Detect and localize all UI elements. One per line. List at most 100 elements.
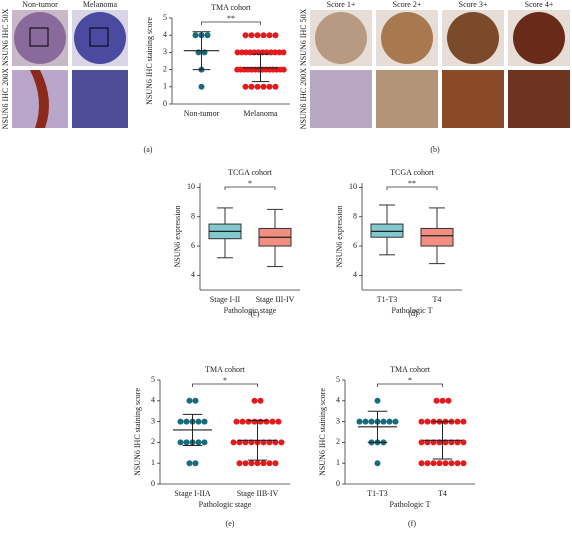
y-tick-label: 4 xyxy=(353,270,357,279)
data-point xyxy=(275,418,282,425)
y-tick-label: 4 xyxy=(336,396,340,405)
data-point xyxy=(248,32,255,39)
data-point xyxy=(362,418,369,425)
y-tick-label: 10 xyxy=(187,182,195,191)
y-tick-label: 6 xyxy=(353,241,357,250)
data-point xyxy=(374,460,381,467)
error-bar xyxy=(182,413,203,447)
data-point xyxy=(177,439,184,446)
y-tick-label: 5 xyxy=(336,375,340,384)
y-tick-label: 2 xyxy=(163,64,167,73)
data-point xyxy=(204,32,211,39)
x-tick-label: Stage III-IV xyxy=(256,295,295,304)
data-point xyxy=(254,32,261,39)
ihc-images-a xyxy=(12,10,128,128)
ihc-images-b xyxy=(310,10,570,128)
y-tick-label: 0 xyxy=(163,99,167,108)
y-tick-label: 1 xyxy=(151,458,155,467)
y-tick-label: 4 xyxy=(151,396,155,405)
data-point xyxy=(254,460,261,467)
panel-label: (b) xyxy=(430,145,440,154)
y-tick-label: 8 xyxy=(353,212,357,221)
data-point xyxy=(245,418,252,425)
x-tick-label: Stage IIB-IV xyxy=(237,489,279,498)
chart-title: TCGA cohort xyxy=(228,168,273,177)
data-point xyxy=(460,418,467,425)
data-point xyxy=(247,49,254,56)
box xyxy=(420,227,454,247)
panel-label: (c) xyxy=(251,309,260,318)
data-point xyxy=(260,460,267,467)
data-point xyxy=(233,418,240,425)
side-label: NSUN6 IHC 200X NSUN6 IHC 50X xyxy=(299,8,308,129)
data-point xyxy=(177,418,184,425)
chart-title: TMA cohort xyxy=(205,365,246,374)
x-tick-label: T1-T3 xyxy=(377,295,397,304)
significance-bracket xyxy=(201,21,261,25)
panel-label: (a) xyxy=(144,145,153,154)
error-bar xyxy=(251,53,270,83)
y-axis-title: NSUN6 IHC staining score xyxy=(133,388,142,476)
y-tick-label: 6 xyxy=(191,241,195,250)
y-axis-title: NSUN6 expression xyxy=(173,206,182,268)
data-point xyxy=(356,418,363,425)
x-axis-title: Pathologic stage xyxy=(199,500,252,509)
data-point xyxy=(368,418,375,425)
y-tick-label: 5 xyxy=(163,13,167,22)
data-point xyxy=(280,66,287,73)
data-point xyxy=(445,397,452,404)
column-label: Score 1+ xyxy=(327,0,356,9)
data-point xyxy=(238,49,245,56)
panel-label: (f) xyxy=(408,519,416,528)
significance-label: ** xyxy=(227,14,235,23)
chart-title: TMA cohort xyxy=(390,365,431,374)
data-point xyxy=(192,32,199,39)
data-point xyxy=(272,83,279,90)
box xyxy=(370,223,404,238)
data-point xyxy=(192,460,199,467)
data-point xyxy=(260,83,267,90)
data-point xyxy=(266,32,273,39)
data-point xyxy=(266,460,273,467)
data-point xyxy=(239,418,246,425)
data-point xyxy=(201,418,208,425)
y-tick-label: 1 xyxy=(336,458,340,467)
y-tick-label: 2 xyxy=(151,437,155,446)
data-point xyxy=(201,439,208,446)
data-point xyxy=(242,32,249,39)
significance-bracket xyxy=(224,186,276,190)
chart-title: TMA cohort xyxy=(211,3,252,12)
significance-label: ** xyxy=(408,179,416,188)
data-point xyxy=(198,83,205,90)
data-point xyxy=(254,83,261,90)
data-point xyxy=(236,460,243,467)
significance-label: * xyxy=(223,376,227,385)
data-point xyxy=(186,397,193,404)
data-point xyxy=(430,460,437,467)
column-label: Non-tumor xyxy=(22,0,58,9)
y-tick-label: 0 xyxy=(336,479,340,488)
data-point xyxy=(433,397,440,404)
y-tick-label: 10 xyxy=(349,182,357,191)
data-point xyxy=(418,460,425,467)
x-tick-label: Non-tumor xyxy=(184,109,220,118)
significance-bracket xyxy=(386,186,438,190)
data-point xyxy=(192,397,199,404)
data-point xyxy=(442,460,449,467)
data-point xyxy=(186,460,193,467)
data-point xyxy=(272,460,279,467)
data-point xyxy=(272,49,279,56)
data-point xyxy=(392,418,399,425)
significance-bracket xyxy=(377,383,443,387)
column-label: Score 3+ xyxy=(459,0,488,9)
y-axis-title: NSUN6 expression xyxy=(335,206,344,268)
data-point xyxy=(276,49,283,56)
data-point xyxy=(230,439,237,446)
data-point xyxy=(280,49,287,56)
data-point xyxy=(248,460,255,467)
column-label: Score 4+ xyxy=(525,0,554,9)
y-tick-label: 2 xyxy=(336,437,340,446)
panel-label: (e) xyxy=(226,519,235,528)
data-point xyxy=(460,460,467,467)
x-tick-label: Melanoma xyxy=(243,109,278,118)
